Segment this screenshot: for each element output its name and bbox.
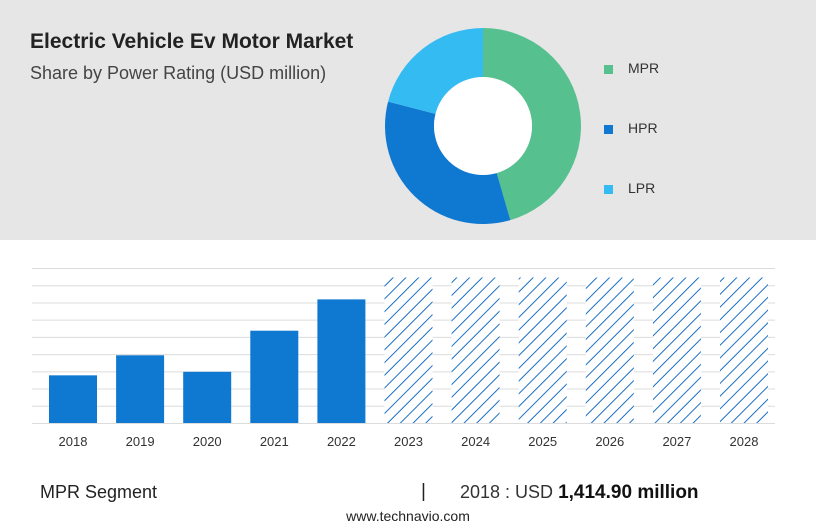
x-tick-label: 2023: [394, 434, 423, 449]
legend-item-lpr: LPR: [604, 180, 764, 202]
chart-subtitle: Share by Power Rating (USD million): [30, 63, 327, 83]
bar-2019: [116, 355, 165, 423]
x-tick-label: 2026: [595, 434, 624, 449]
legend-label: HPR: [628, 120, 658, 136]
bar-chart: 2018 2019 2020 2021 2022 2023 2024 2025 2026 2027…: [32, 268, 775, 449]
segment-label: MPR Segment: [40, 482, 158, 502]
x-tick-label: 2027: [662, 434, 691, 449]
legend-label: MPR: [628, 60, 660, 76]
bar-2020: [183, 371, 232, 423]
x-tick-label: 2020: [193, 434, 222, 449]
legend-swatch: [604, 65, 613, 74]
legend-swatch: [604, 125, 613, 134]
bar-2027: [652, 277, 701, 423]
legend-swatch: [604, 185, 613, 194]
site-url[interactable]: www.technavio.com: [346, 508, 470, 524]
segment-value: 2018 : USD 1,414.90 million: [460, 482, 699, 504]
donut-slice-mpr: [483, 28, 581, 221]
bar-2025: [518, 277, 567, 423]
bar-2028: [720, 277, 768, 423]
bar-2026: [585, 277, 634, 423]
x-tick-label: 2018: [59, 434, 88, 449]
x-tick-label: 2022: [327, 434, 356, 449]
bar-2018: [49, 375, 97, 423]
x-tick-label: 2028: [730, 434, 759, 449]
x-tick-label: 2021: [260, 434, 289, 449]
legend-label: LPR: [628, 180, 656, 196]
x-tick-label: 2024: [461, 434, 490, 449]
donut-hole: [434, 77, 532, 175]
donut-slice-lpr: [388, 28, 483, 114]
donut-chart: [385, 28, 581, 224]
bar-2024: [451, 277, 500, 423]
bar-2022: [317, 299, 366, 423]
bar-2021: [250, 330, 299, 423]
x-tick-label: 2019: [126, 434, 155, 449]
x-tick-label: 2025: [528, 434, 557, 449]
footer-divider: |: [421, 481, 426, 502]
donut-slice-hpr: [385, 101, 511, 224]
bar-2023: [384, 277, 433, 423]
legend-item-hpr: HPR: [604, 120, 764, 142]
legend-item-mpr: MPR: [604, 60, 764, 82]
segment-value-amount: 1,414.90 million: [558, 482, 699, 503]
segment-year-prefix: 2018 : USD: [460, 482, 554, 502]
chart-title: Electric Vehicle Ev Motor Market: [30, 30, 354, 53]
